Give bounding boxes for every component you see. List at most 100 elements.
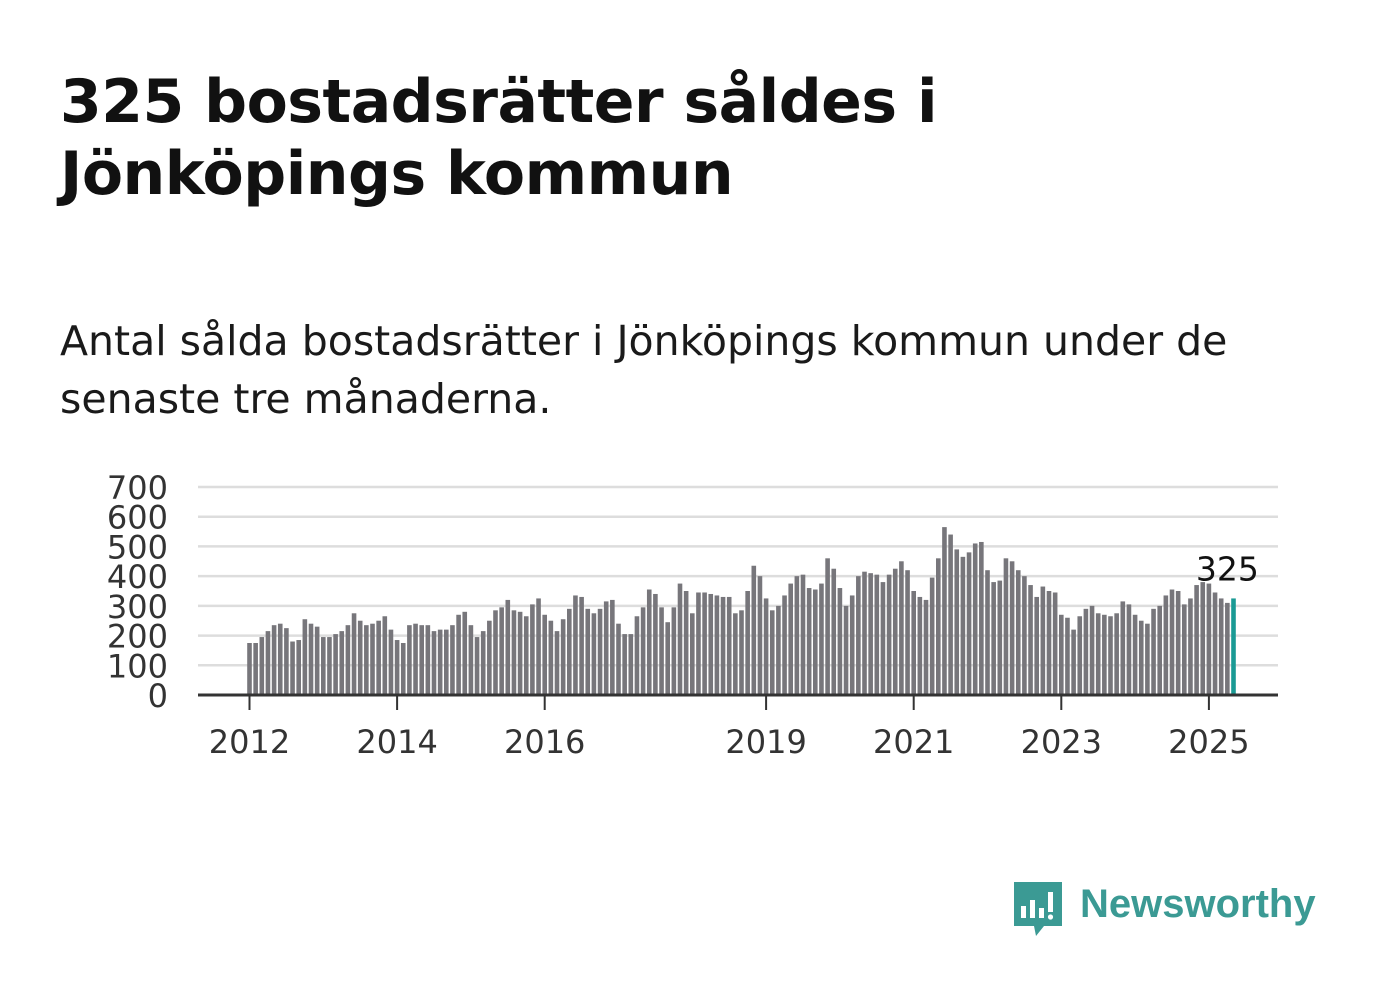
bar (856, 576, 861, 695)
x-tick-label: 2021 (873, 723, 954, 761)
bar (677, 583, 683, 695)
y-tick-label: 500 (107, 528, 168, 566)
bar (394, 640, 400, 695)
bar (1059, 614, 1064, 695)
bar (616, 623, 621, 695)
bar (419, 625, 424, 695)
bar (843, 605, 849, 695)
bar (253, 643, 258, 695)
bar (437, 629, 443, 695)
chart-title: 325 bostadsrätter såldes i Jönköpings ko… (60, 67, 938, 209)
bar (622, 634, 627, 695)
bar (560, 619, 566, 695)
bar (493, 610, 498, 695)
y-tick-label: 700 (107, 469, 168, 507)
bar (1009, 561, 1015, 695)
bar (726, 596, 732, 695)
bar (523, 616, 529, 695)
bar (345, 625, 351, 695)
bar (1040, 586, 1046, 695)
bar (862, 571, 867, 695)
bar (966, 552, 972, 695)
bar (382, 616, 388, 695)
bar (646, 589, 652, 695)
bar (739, 610, 744, 695)
bar (1188, 598, 1193, 695)
bar (874, 574, 880, 695)
bar (1120, 601, 1126, 695)
y-tick-label: 200 (107, 618, 168, 656)
bar (425, 625, 431, 695)
bars (247, 527, 1236, 695)
bar (936, 558, 941, 695)
bar (960, 556, 966, 695)
bar (462, 611, 468, 695)
bar (972, 543, 978, 695)
bar (683, 591, 689, 695)
bar (782, 595, 787, 695)
bar-latest (1231, 598, 1236, 695)
bar (849, 595, 855, 695)
bar (271, 625, 277, 695)
x-tick-label: 2019 (725, 723, 806, 761)
bar (1175, 591, 1181, 695)
bar (567, 608, 572, 695)
bar (277, 623, 283, 695)
bar (671, 607, 677, 695)
bar (745, 591, 750, 695)
bar (573, 595, 578, 695)
bar (1102, 614, 1107, 695)
bar (1126, 604, 1132, 695)
bar (370, 623, 375, 695)
bar (1132, 614, 1138, 695)
bar (333, 634, 338, 695)
x-tick-label: 2016 (504, 723, 585, 761)
bar (357, 620, 363, 695)
bar (585, 608, 591, 695)
bar (259, 637, 265, 695)
bar (1046, 591, 1052, 695)
y-tick-label: 100 (107, 647, 168, 685)
bar (1071, 629, 1076, 695)
bar (468, 625, 474, 695)
bar (819, 583, 824, 695)
bar (665, 622, 670, 695)
bar (265, 631, 271, 695)
bar (696, 592, 701, 695)
bar (388, 629, 394, 695)
bar (1028, 585, 1033, 695)
bar (1145, 623, 1150, 695)
bar (284, 628, 289, 695)
bar (1015, 570, 1021, 695)
bar (1157, 605, 1162, 695)
bar (905, 570, 910, 695)
bar (1138, 620, 1144, 695)
bar (886, 574, 892, 695)
bar (413, 623, 418, 695)
bar (911, 591, 916, 695)
bar (487, 620, 492, 695)
bar (1077, 616, 1083, 695)
bar (880, 582, 886, 695)
bar (714, 595, 720, 695)
bar (1022, 576, 1027, 695)
bar (474, 637, 480, 695)
bar (899, 561, 904, 695)
bar (1003, 558, 1009, 695)
bar (603, 601, 609, 695)
bar (376, 620, 381, 695)
bar (247, 643, 252, 695)
bar (788, 583, 793, 695)
bar (1194, 585, 1199, 695)
bar (1225, 602, 1230, 695)
bar (1151, 608, 1156, 695)
bar (800, 574, 806, 695)
bar (1169, 589, 1175, 695)
bar (511, 610, 517, 695)
bar (339, 631, 345, 695)
bar (302, 619, 308, 695)
bar (720, 596, 726, 695)
bar (499, 607, 504, 695)
bar (548, 620, 554, 695)
